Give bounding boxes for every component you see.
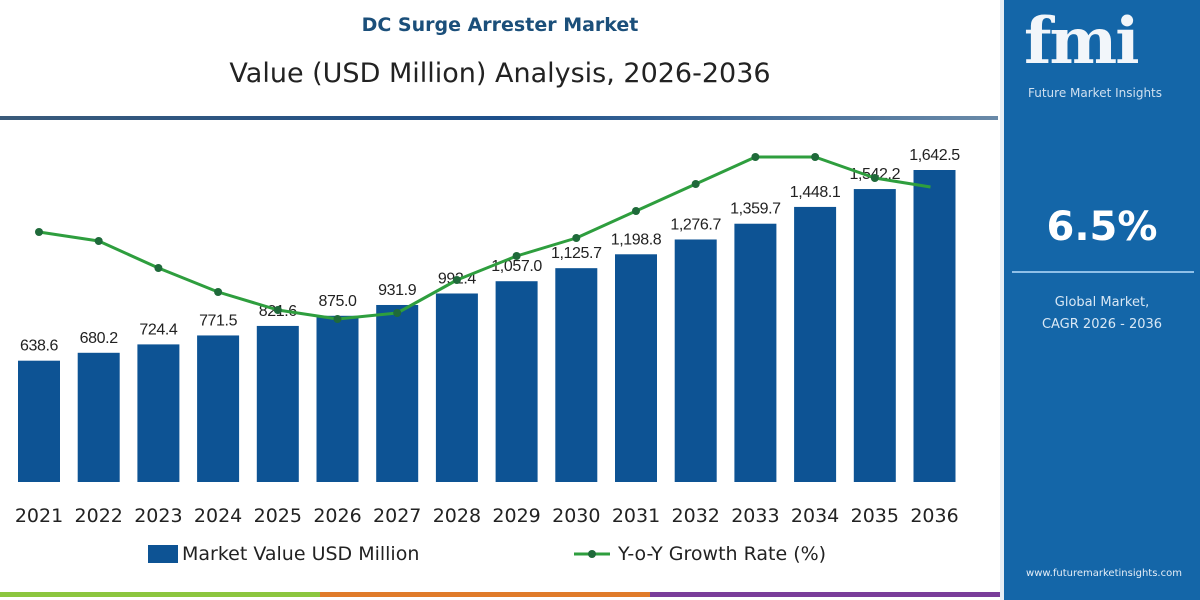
data-label: 1,359.7: [730, 201, 781, 218]
bar-2033: [734, 223, 777, 482]
fmi-logo: fmi: [1024, 4, 1140, 79]
x-tick-label: 2024: [194, 505, 242, 527]
growth-point-2028: [452, 276, 461, 284]
footer-stripe-green: [0, 592, 320, 597]
data-label: 1,198.8: [611, 231, 662, 248]
data-label: 1,642.5: [909, 147, 960, 164]
x-tick-label: 2027: [373, 505, 421, 527]
growth-point-2035: [870, 174, 879, 182]
growth-point-2034: [811, 153, 820, 161]
x-tick-label: 2035: [851, 505, 899, 527]
growth-point-2029: [512, 252, 521, 260]
logo-subtitle: Future Market Insights: [1028, 86, 1163, 100]
bar-2030: [555, 268, 598, 482]
growth-point-2030: [572, 234, 581, 242]
data-label: 931.9: [378, 282, 417, 299]
data-label: 1,276.7: [670, 216, 721, 233]
data-label: 724.4: [139, 321, 178, 338]
legend-item-growth-rate: Y-o-Y Growth Rate (%): [572, 543, 826, 565]
cagr-value: 6.5%: [1046, 204, 1158, 250]
bar-2021: [18, 360, 60, 482]
x-tick-label: 2030: [552, 505, 600, 527]
data-label: 1,057.0: [491, 258, 542, 275]
bar-2028: [435, 293, 478, 482]
growth-rate-line: [38, 155, 931, 321]
growth-point-2032: [691, 180, 700, 188]
x-tick-label: 2033: [731, 505, 779, 527]
x-tick-label: 2025: [254, 505, 302, 527]
bar-2034: [794, 206, 837, 482]
panel-divider: [1012, 271, 1194, 273]
legend-item-market-value: Market Value USD Million: [148, 543, 419, 565]
x-tick-label: 2034: [791, 505, 839, 527]
bar-2035: [853, 189, 896, 482]
x-tick-label: 2021: [15, 505, 63, 527]
growth-point-2025: [273, 306, 282, 314]
bar-2026: [316, 315, 359, 482]
legend-line-swatch: [574, 550, 610, 558]
bar-2027: [376, 304, 419, 482]
footer-stripe-purple: [650, 592, 1000, 597]
bar-2024: [197, 335, 240, 482]
chart-subtitle: Value (USD Million) Analysis, 2026-2036: [229, 58, 771, 89]
x-tick-label: 2036: [910, 505, 958, 527]
header-divider: [0, 116, 998, 120]
bar-2029: [495, 281, 538, 482]
side-panel: fmi Future Market Insights 6.5% Global M…: [1000, 0, 1200, 600]
growth-point-2033: [751, 153, 760, 161]
data-label: 1,448.1: [790, 184, 841, 201]
bar-2022: [77, 352, 120, 482]
x-tick-label: 2029: [492, 505, 540, 527]
legend-label: Y-o-Y Growth Rate (%): [618, 543, 827, 565]
growth-point-2026: [333, 315, 342, 323]
chart-title: DC Surge Arrester Market: [361, 14, 639, 36]
bar-2031: [615, 254, 657, 482]
data-label: 1,125.7: [551, 245, 602, 262]
bar-2025: [256, 325, 299, 482]
data-label: 680.2: [80, 330, 119, 347]
chart-plot: 638.62021680.22022724.42023771.52024821.…: [15, 147, 961, 527]
legend-bar-swatch: [148, 545, 178, 563]
bar-2032: [674, 239, 717, 482]
growth-point-2021: [35, 228, 43, 236]
x-tick-label: 2022: [75, 505, 123, 527]
caption-line2: CAGR 2026 - 2036: [1041, 317, 1163, 332]
data-label: 638.6: [20, 338, 59, 355]
bar-2023: [137, 344, 180, 482]
growth-point-2027: [393, 309, 402, 317]
legend-label: Market Value USD Million: [182, 543, 420, 565]
cagr-caption: Global Market, CAGR 2026 - 2036: [1004, 292, 1200, 336]
data-label: 875.0: [318, 293, 357, 310]
data-label: 771.5: [199, 312, 238, 329]
x-tick-label: 2028: [433, 505, 481, 527]
growth-point-2023: [154, 264, 163, 272]
x-tick-label: 2023: [134, 505, 182, 527]
growth-point-2022: [94, 237, 103, 245]
caption-line1: Global Market,: [1054, 295, 1150, 310]
x-tick-label: 2026: [313, 505, 361, 527]
bar-2036: [913, 170, 956, 482]
growth-point-2031: [632, 207, 640, 215]
x-tick-label: 2032: [672, 505, 720, 527]
growth-point-2024: [214, 288, 223, 296]
x-tick-label: 2031: [612, 505, 660, 527]
footer-stripe-orange: [320, 592, 650, 597]
website-link[interactable]: www.futuremarketinsights.com: [1026, 568, 1182, 579]
